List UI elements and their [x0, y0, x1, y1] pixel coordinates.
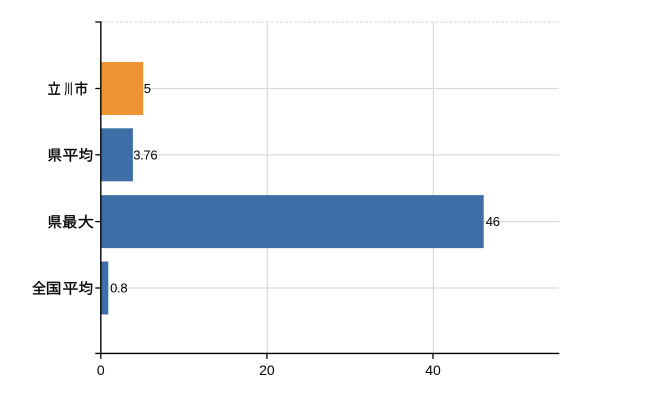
svg-text:40: 40	[425, 362, 441, 378]
svg-text:20: 20	[259, 362, 275, 378]
svg-text:0: 0	[97, 362, 105, 378]
svg-text:5: 5	[144, 81, 151, 96]
svg-text:3.76: 3.76	[133, 147, 157, 162]
svg-text:0.8: 0.8	[110, 281, 127, 296]
svg-text:46: 46	[486, 214, 500, 229]
